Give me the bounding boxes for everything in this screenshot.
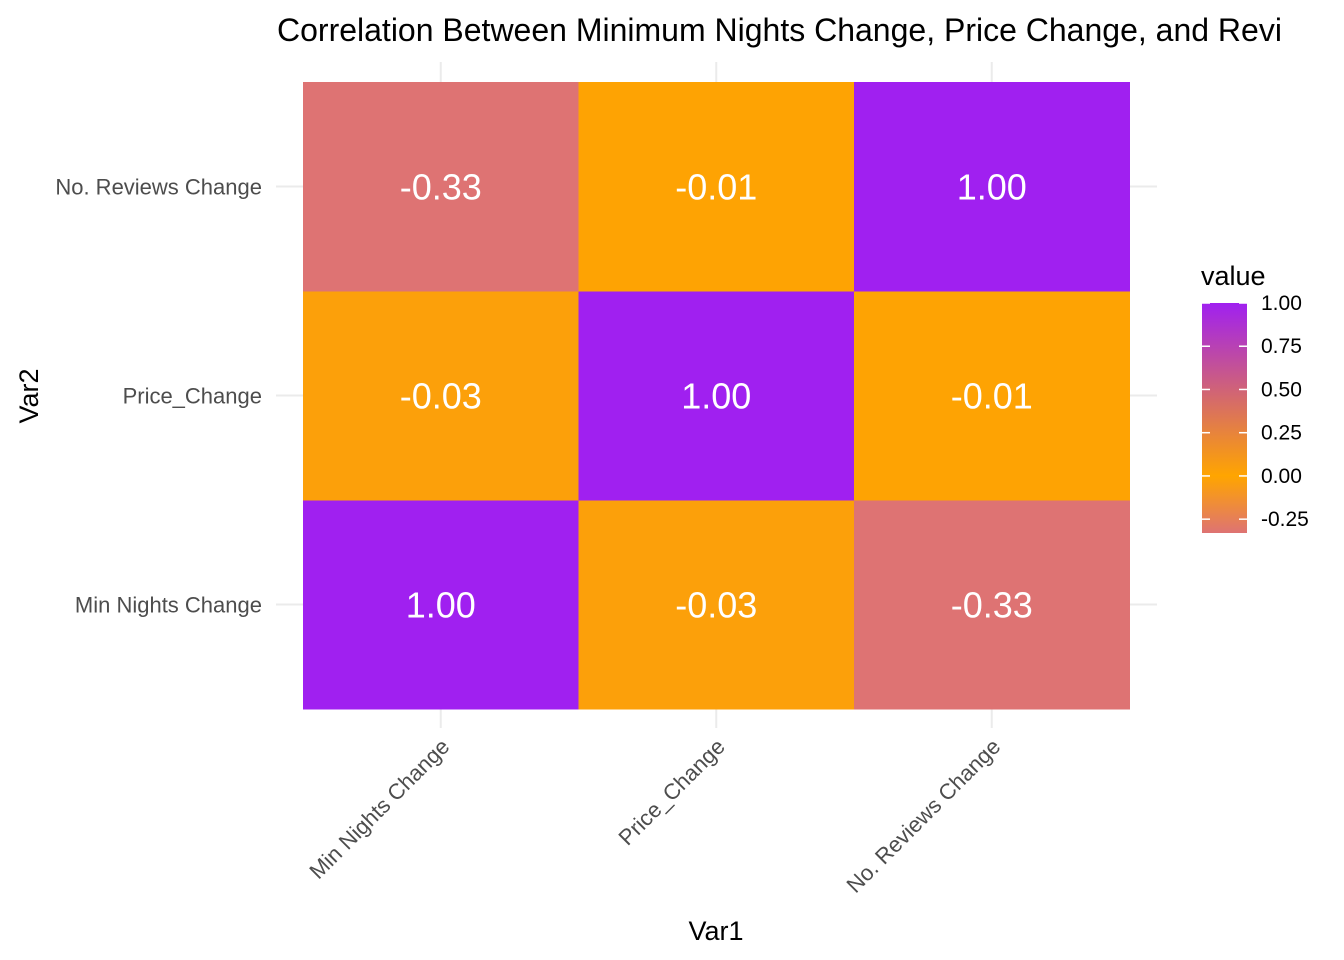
heatmap-cell-price-change-price-change: [578, 291, 855, 501]
heatmap-cell-price-change-no-reviews-change: [578, 82, 855, 292]
cell-value-label: -0.33: [400, 167, 482, 208]
heatmap-cell-labels: 1.00 -0.03 -0.33 -0.03 1.00 -0.01 -0.33 -0.01 1.…: [400, 167, 1033, 626]
cell-value-label: -0.03: [400, 376, 482, 417]
heatmap-cell-no-reviews-change-min-nights-change: [854, 500, 1130, 710]
legend-tick-label: 0.75: [1261, 335, 1302, 358]
x-axis-tick-labels: Min Nights Change Price_Change No. Reviews…: [304, 734, 1005, 898]
y-tick-label: Price_Change: [123, 384, 262, 409]
color-legend: value 1.00 0.75 0.50 0.25 0.00 -0.25: [1201, 261, 1309, 533]
x-axis-title: Var1: [688, 916, 743, 946]
x-tick-label: No. Reviews Change: [841, 734, 1005, 898]
y-axis-tick-labels: Min Nights Change Price_Change No. Reviews…: [55, 175, 262, 618]
heatmap-cell-no-reviews-change-no-reviews-change: [854, 82, 1130, 292]
heatmap-cell-min-nights-change-price-change: [303, 291, 579, 501]
cell-value-label: -0.33: [951, 585, 1033, 626]
cell-value-label: -0.03: [675, 585, 757, 626]
heatmap-cell-min-nights-change-min-nights-change: [303, 500, 579, 710]
heatmap-cells: [303, 82, 1130, 710]
heatmap-cell-price-change-min-nights-change: [578, 500, 855, 710]
x-tick-label: Price_Change: [614, 734, 730, 850]
legend-tick-label: 0.25: [1261, 422, 1302, 445]
legend-tick-label: -0.25: [1261, 508, 1309, 531]
y-tick-label: Min Nights Change: [75, 593, 262, 618]
cell-value-label: 1.00: [406, 585, 476, 626]
y-tick-label: No. Reviews Change: [55, 175, 262, 200]
legend-tick-label: 0.50: [1261, 378, 1302, 401]
heatmap-cell-no-reviews-change-price-change: [854, 291, 1130, 501]
legend-color-bar: [1202, 303, 1247, 533]
chart-title: Correlation Between Minimum Nights Chang…: [277, 12, 1282, 48]
legend-tick-label: 1.00: [1261, 292, 1302, 315]
cell-value-label: 1.00: [681, 376, 751, 417]
cell-value-label: 1.00: [957, 167, 1027, 208]
legend-ticks: 1.00 0.75 0.50 0.25 0.00 -0.25: [1202, 292, 1309, 531]
heatmap-cell-min-nights-change-no-reviews-change: [303, 82, 579, 292]
cell-value-label: -0.01: [951, 376, 1033, 417]
x-tick-label: Min Nights Change: [304, 734, 454, 884]
legend-tick-label: 0.00: [1261, 465, 1302, 488]
legend-title: value: [1201, 261, 1266, 291]
cell-value-label: -0.01: [675, 167, 757, 208]
y-axis-title: Var2: [14, 368, 44, 423]
